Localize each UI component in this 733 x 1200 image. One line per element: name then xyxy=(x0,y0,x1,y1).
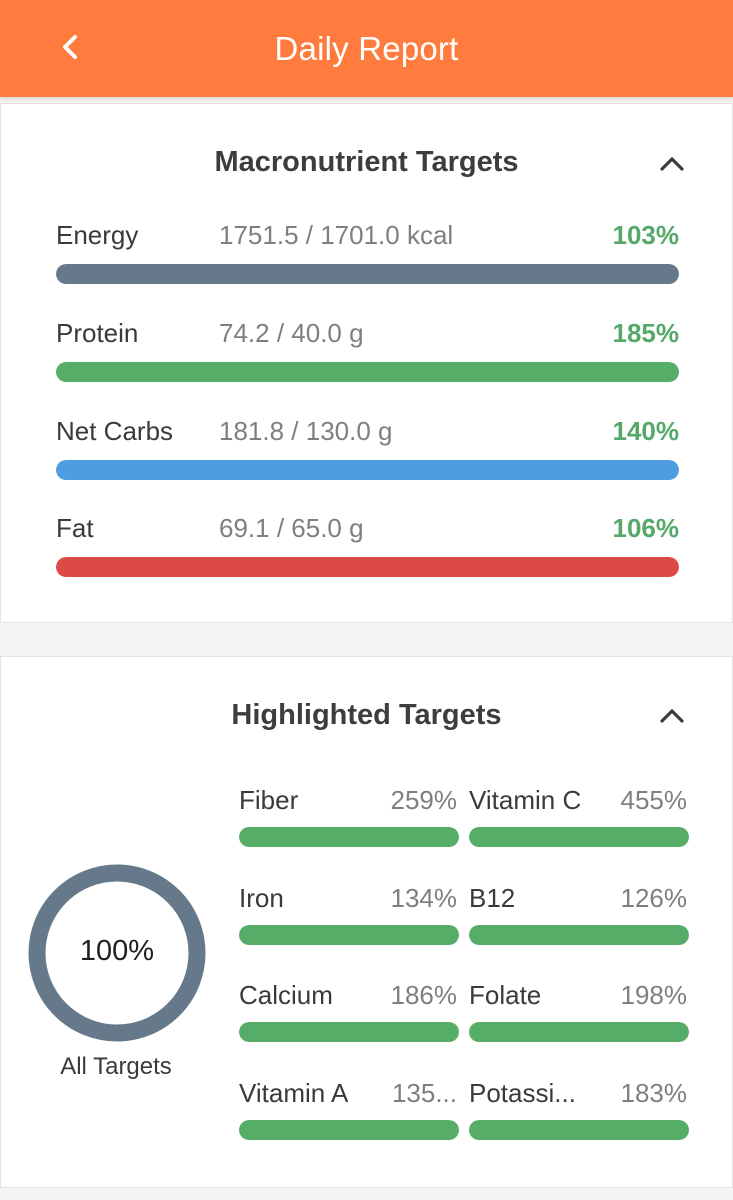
macro-progress-bar xyxy=(56,557,679,577)
target-percent: 135... xyxy=(391,1078,457,1108)
all-targets-label: All Targets xyxy=(60,1053,172,1080)
target-name: Folate xyxy=(469,980,542,1010)
target-item-calcium[interactable]: Calcium 186% xyxy=(239,980,459,1060)
macro-progress-bar xyxy=(56,362,679,382)
macro-progress-fill xyxy=(56,264,679,284)
macro-value: 74.2 / 40.0 g xyxy=(219,318,364,348)
target-percent: 259% xyxy=(390,785,458,815)
progress-ring xyxy=(28,864,206,1042)
macro-percent: 103% xyxy=(612,220,680,250)
target-progress-bar xyxy=(239,1022,459,1042)
target-progress-fill xyxy=(469,925,689,945)
macro-progress-bar xyxy=(56,264,679,284)
target-item-vitamin-c[interactable]: Vitamin C 455% xyxy=(469,785,689,865)
collapse-macronutrient-button[interactable] xyxy=(650,141,694,185)
target-percent: 455% xyxy=(620,785,688,815)
macronutrient-targets-card: Macronutrient Targets Energy 1751.5 / 17… xyxy=(0,103,733,623)
chevron-up-icon xyxy=(660,709,684,723)
page-title: Daily Report xyxy=(274,29,459,67)
macro-name: Fat xyxy=(56,513,94,543)
chevron-left-icon xyxy=(63,35,77,59)
target-percent: 183% xyxy=(620,1078,688,1108)
target-item-folate[interactable]: Folate 198% xyxy=(469,980,689,1060)
highlighted-targets-title: Highlighted Targets xyxy=(231,699,502,731)
target-progress-bar xyxy=(469,1022,689,1042)
target-item-fiber[interactable]: Fiber 259% xyxy=(239,785,459,865)
progress-ring-arc xyxy=(28,864,206,1042)
target-item-b12[interactable]: B12 126% xyxy=(469,883,689,963)
back-button[interactable] xyxy=(46,22,96,72)
target-progress-bar xyxy=(469,827,689,847)
collapse-highlighted-button[interactable] xyxy=(650,693,694,737)
target-item-vitamin-a[interactable]: Vitamin A 135... xyxy=(239,1078,459,1158)
target-progress-fill xyxy=(469,827,689,847)
macro-progress-bar xyxy=(56,460,679,480)
target-progress-bar xyxy=(239,1120,459,1140)
all-targets-ring[interactable]: 100% xyxy=(27,863,207,1043)
macro-progress-fill xyxy=(56,557,679,577)
target-progress-fill xyxy=(469,1120,689,1140)
macro-row-energy[interactable]: Energy 1751.5 / 1701.0 kcal 103% xyxy=(56,220,679,290)
target-progress-fill xyxy=(469,1022,689,1042)
macro-name: Protein xyxy=(56,318,139,348)
target-name: Potassi... xyxy=(469,1078,576,1108)
target-progress-bar xyxy=(469,925,689,945)
macro-percent: 185% xyxy=(612,318,680,348)
target-progress-fill xyxy=(239,925,459,945)
target-name: B12 xyxy=(469,883,516,913)
target-progress-bar xyxy=(239,827,459,847)
target-name: Fiber xyxy=(239,785,299,815)
target-progress-bar xyxy=(239,925,459,945)
macro-percent: 140% xyxy=(612,416,680,446)
macro-row-fat[interactable]: Fat 69.1 / 65.0 g 106% xyxy=(56,513,679,583)
target-name: Vitamin C xyxy=(469,785,582,815)
macro-percent: 106% xyxy=(612,513,680,543)
macro-row-protein[interactable]: Protein 74.2 / 40.0 g 185% xyxy=(56,318,679,388)
highlighted-targets-card: Highlighted Targets 100% All Targets Fib… xyxy=(0,656,733,1188)
all-targets-percent: 100% xyxy=(79,935,155,967)
target-percent: 198% xyxy=(620,980,688,1010)
target-progress-fill xyxy=(239,1120,459,1140)
macro-progress-fill xyxy=(56,362,679,382)
target-progress-bar xyxy=(469,1120,689,1140)
macronutrient-targets-title: Macronutrient Targets xyxy=(214,146,519,178)
macro-name: Net Carbs xyxy=(56,416,174,446)
macro-progress-fill xyxy=(56,460,679,480)
target-name: Vitamin A xyxy=(239,1078,349,1108)
target-percent: 134% xyxy=(390,883,458,913)
chevron-up-icon xyxy=(660,157,684,171)
macro-value: 181.8 / 130.0 g xyxy=(219,416,393,446)
macro-value: 69.1 / 65.0 g xyxy=(219,513,364,543)
app-bar: Daily Report xyxy=(0,0,733,97)
target-name: Iron xyxy=(239,883,284,913)
target-percent: 126% xyxy=(620,883,688,913)
macro-row-net-carbs[interactable]: Net Carbs 181.8 / 130.0 g 140% xyxy=(56,416,679,486)
target-percent: 186% xyxy=(390,980,458,1010)
target-progress-fill xyxy=(239,1022,459,1042)
target-progress-fill xyxy=(239,827,459,847)
macro-value: 1751.5 / 1701.0 kcal xyxy=(219,220,454,250)
target-name: Calcium xyxy=(239,980,333,1010)
target-item-iron[interactable]: Iron 134% xyxy=(239,883,459,963)
target-item-potassium[interactable]: Potassi... 183% xyxy=(469,1078,689,1158)
macro-name: Energy xyxy=(56,220,139,250)
